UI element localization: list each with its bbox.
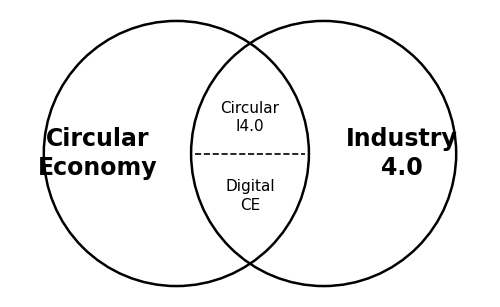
- Text: Industry
4.0: Industry 4.0: [346, 127, 458, 180]
- Text: Circular
I4.0: Circular I4.0: [220, 101, 280, 134]
- Text: Digital
CE: Digital CE: [225, 179, 275, 213]
- Text: Circular
Economy: Circular Economy: [38, 127, 158, 180]
